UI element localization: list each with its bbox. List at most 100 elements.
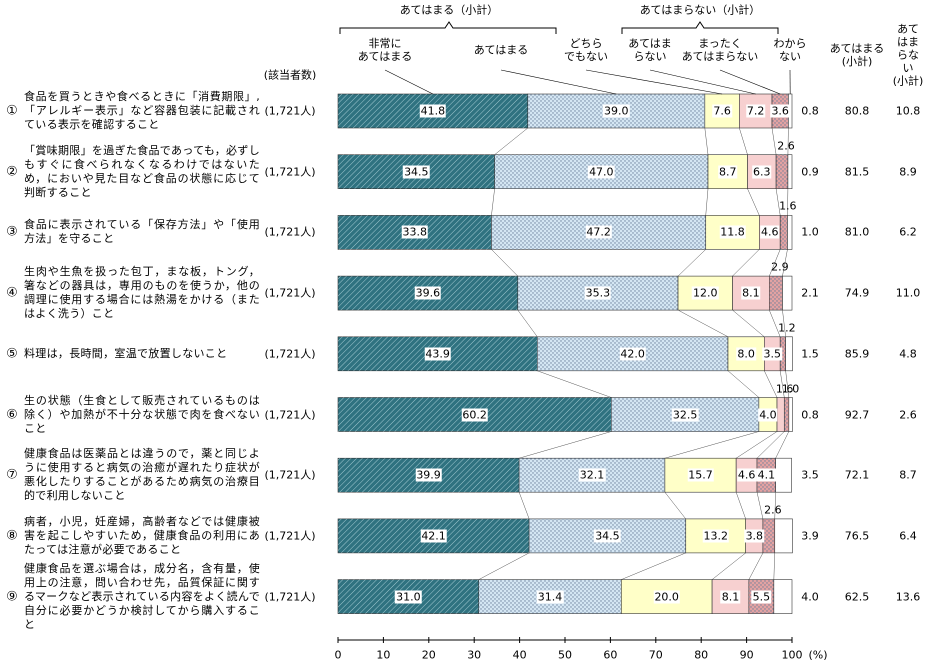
data-label: 34.5 xyxy=(594,529,621,543)
connector xyxy=(782,310,786,337)
subtotal-label: 74.9 xyxy=(844,286,870,300)
row-label: 生肉や生魚を扱った包丁，まな板，トング，箸などの器具は，専用のものを使うか，他の… xyxy=(24,265,260,321)
connector xyxy=(518,492,530,519)
sample-size: (1,721人) xyxy=(264,590,316,604)
bar-segment xyxy=(787,154,793,189)
row-label: 食品に表示されている「保存方法」や「使用方法」を守ること xyxy=(24,218,260,246)
connector xyxy=(732,309,765,337)
connector xyxy=(785,370,790,398)
data-label: 15.7 xyxy=(687,468,714,482)
subtotal-label: 62.5 xyxy=(844,590,870,604)
legend-label: まったく あてはまらない xyxy=(681,37,759,63)
sample-size: (1,721人) xyxy=(264,347,316,361)
data-label: 7.2 xyxy=(745,104,766,118)
connector xyxy=(736,431,778,459)
sample-size: (1,721人) xyxy=(264,408,316,421)
data-label: 1.0 xyxy=(801,225,819,239)
bar-segment xyxy=(774,518,793,554)
legend-label: わから ない xyxy=(773,37,807,63)
leader-line xyxy=(649,69,756,95)
data-label: 8.0 xyxy=(736,347,756,361)
connector xyxy=(779,370,785,398)
bar-segment xyxy=(773,579,793,614)
subtotal-label: 8.9 xyxy=(899,165,917,179)
subtotal-label: 85.9 xyxy=(844,347,870,361)
connector xyxy=(677,249,706,277)
data-label: 2.9 xyxy=(771,260,789,274)
subtotal-label: 6.4 xyxy=(899,529,917,543)
data-label: 20.0 xyxy=(653,590,680,604)
connector xyxy=(769,249,781,277)
connector xyxy=(732,249,760,277)
connector xyxy=(664,492,686,520)
bracket xyxy=(621,21,779,34)
subtotal-label: 72.1 xyxy=(844,468,870,482)
data-label: 0.8 xyxy=(801,104,819,118)
connector xyxy=(621,552,686,580)
data-label: 2.6 xyxy=(777,139,795,153)
connector xyxy=(775,431,790,459)
subtotal-label: 92.7 xyxy=(844,408,870,421)
row-number: ⑥ xyxy=(6,407,18,422)
x-tick-label: 50 xyxy=(558,648,572,662)
subtotal-label: 2.6 xyxy=(899,408,917,421)
data-label: 3.6 xyxy=(770,104,790,118)
sample-size: (1,721人) xyxy=(264,225,316,239)
connector xyxy=(735,492,746,519)
row-label: 健康食品を選ぶ場合は，成分名，含有量，使用上の注意，問い合わせ先，品質保証に関す… xyxy=(24,561,260,631)
x-tick-label: 60 xyxy=(603,648,618,662)
x-tick-label: 100 xyxy=(781,648,803,662)
row-label: 料理は，長時間，室温で放置しないこと xyxy=(24,346,228,360)
leader-line xyxy=(500,69,617,95)
row-label: 食品を買うときや食べるときに「消費期限」,「アレルギー表示」など容器包装に記載さ… xyxy=(24,90,260,131)
x-tick-label: 20 xyxy=(421,648,436,662)
row-label: 「賞味期限」を過ぎた食品であっても，必ずしもすぐに食べられなくなるわけではないた… xyxy=(24,143,260,199)
bar-segment xyxy=(775,457,792,493)
sample-size: (1,721人) xyxy=(264,468,316,482)
row-number: ① xyxy=(6,103,18,119)
connector xyxy=(773,552,775,580)
connector xyxy=(537,370,612,398)
subtotal-label: 13.6 xyxy=(895,590,921,604)
data-label: 12.0 xyxy=(692,286,719,300)
bar-segment xyxy=(768,275,783,311)
subtotal-label: 11.0 xyxy=(895,286,921,300)
data-label: 4.0 xyxy=(758,408,778,421)
x-tick-label: 80 xyxy=(694,648,709,662)
data-label: 32.5 xyxy=(671,408,699,421)
x-unit: (%) xyxy=(808,648,828,662)
data-label: 35.3 xyxy=(584,286,612,300)
data-label: 4.6 xyxy=(736,468,757,482)
connector xyxy=(727,370,760,398)
bar-segment xyxy=(776,397,785,432)
connector xyxy=(705,188,709,216)
row-number: ③ xyxy=(6,224,18,240)
row-number: ⑧ xyxy=(6,528,18,544)
data-label: 31.4 xyxy=(536,590,564,604)
data-label: 39.9 xyxy=(415,468,442,482)
connector xyxy=(739,127,748,155)
data-label: 41.8 xyxy=(419,104,447,118)
row-label: 生の状態（生食として販売されているものは除く）や加熱が不十分な状態で肉を食べない… xyxy=(24,393,260,435)
legend-label: あてはま らない xyxy=(628,37,672,63)
subtotal-label: 8.7 xyxy=(899,468,917,482)
connector xyxy=(775,188,781,216)
row-number: ④ xyxy=(6,285,18,301)
data-label: 42.0 xyxy=(619,347,646,361)
legend-label: あてはまる xyxy=(473,43,529,57)
data-label: 5.5 xyxy=(751,590,772,604)
data-label: 3.5 xyxy=(801,468,819,482)
sample-size-header: (該当者数) xyxy=(263,68,317,82)
subtotal-label: 76.5 xyxy=(844,529,870,543)
sample-size: (1,721人) xyxy=(264,165,316,179)
connector xyxy=(748,552,764,580)
connector xyxy=(704,127,709,155)
connector xyxy=(491,188,495,216)
data-label: 7.6 xyxy=(712,104,732,118)
subtotal-label: 6.2 xyxy=(899,225,917,239)
data-label: 6.3 xyxy=(752,165,772,179)
connector xyxy=(747,188,760,216)
data-label: 0.9 xyxy=(801,165,819,179)
bar-segment xyxy=(785,336,793,372)
